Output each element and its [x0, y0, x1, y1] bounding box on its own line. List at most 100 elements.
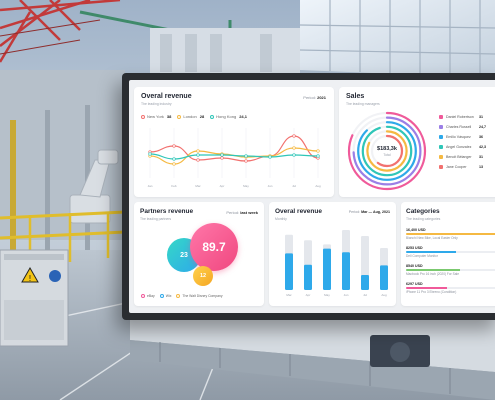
x-tick-label: Jul: [363, 293, 367, 297]
legend-item-ebay[interactable]: eBay: [141, 294, 155, 298]
bar-value[interactable]: [342, 252, 350, 290]
category-progress-bar: [406, 233, 495, 235]
radial-arc[interactable]: [347, 111, 427, 191]
line-point[interactable]: [244, 154, 248, 158]
monthly-revenue-card: Overal revenue Monthly Period: Mar — Aug…: [269, 202, 396, 306]
line-series-hong-kong: [149, 153, 319, 160]
partners-revenue-card: Partners revenue The leading partners Pe…: [134, 202, 264, 306]
period-label: Period:: [226, 210, 240, 215]
period-value: 2021: [317, 95, 326, 100]
sales-manager-name: Jane Cooper: [446, 165, 467, 169]
line-point[interactable]: [244, 159, 248, 163]
sales-radial-chart: [347, 111, 427, 191]
line-point[interactable]: [292, 134, 296, 138]
line-point[interactable]: [172, 162, 176, 166]
radial-arc[interactable]: [361, 125, 413, 177]
bar-value[interactable]: [304, 264, 312, 290]
overall-revenue-period[interactable]: Period: 2021: [303, 95, 326, 100]
legend-item-london[interactable]: London 28: [177, 114, 204, 119]
line-point[interactable]: [316, 154, 320, 158]
x-tick-label: May: [324, 293, 330, 297]
radial-arc[interactable]: [366, 130, 408, 172]
bar-value[interactable]: [323, 248, 331, 290]
radial-arc[interactable]: [370, 134, 404, 168]
sales-manager-name: Benoit Bélanger: [446, 155, 472, 159]
legend-label: Wix: [165, 294, 172, 298]
line-point[interactable]: [172, 144, 176, 148]
categories-card: Categories The leading categories 16,400…: [401, 202, 495, 306]
line-point[interactable]: [292, 146, 296, 150]
legend-item-new-york[interactable]: New York 38: [141, 114, 171, 119]
legend-label: Hong Kong: [216, 114, 237, 119]
sales-manager-value: 31: [479, 115, 483, 119]
legend-dot: [141, 114, 145, 119]
x-tick-label: Aug: [315, 184, 321, 188]
x-tick-label: Jan: [147, 184, 153, 188]
x-tick-label: May: [243, 184, 249, 188]
bar-value[interactable]: [380, 265, 388, 290]
x-tick-label: Jun: [343, 293, 349, 297]
line-point[interactable]: [220, 153, 224, 157]
legend-item-hong-kong[interactable]: Hong Kong 24,1: [210, 114, 247, 119]
legend-label: eBay: [147, 294, 155, 298]
legend-label: London: [183, 114, 197, 119]
line-point[interactable]: [268, 155, 272, 159]
line-point[interactable]: [196, 153, 200, 157]
radial-arc[interactable]: [352, 116, 422, 186]
category-item[interactable]: 8540 USD Macbook Pro 16 inch (2020) For S…: [406, 264, 495, 276]
legend-dot: [159, 294, 164, 298]
partners-legend: eBay Wix The Walt Disney Company: [141, 294, 223, 298]
category-progress-fill: [406, 251, 456, 253]
legend-label: The Walt Disney Company: [182, 294, 223, 298]
period-label: Period:: [348, 210, 361, 214]
overall-revenue-line-chart: [148, 128, 320, 178]
overall-revenue-subtitle: The leading industry: [141, 102, 172, 106]
x-tick-label: Mar: [286, 293, 292, 297]
sales-manager-name: Daniel Robertson: [446, 115, 474, 119]
partners-revenue-period[interactable]: Period: last week: [226, 210, 258, 215]
sales-list-item[interactable]: Charles Russell 24,7: [439, 125, 486, 129]
sales-subtitle: The leading managers: [346, 102, 380, 106]
line-point[interactable]: [196, 158, 200, 162]
sales-manager-value: 24,7: [479, 125, 486, 129]
sales-manager-name: Charles Russell: [446, 125, 472, 129]
category-item[interactable]: 16,400 USD Bianchi New Bike, Local Easter…: [406, 228, 495, 240]
category-name: Bianchi New Bike, Local Easter Only: [406, 235, 458, 240]
legend-item-disney[interactable]: The Walt Disney Company: [176, 294, 223, 298]
category-value: 8253 USD: [406, 246, 423, 250]
legend-dot: [141, 294, 145, 298]
overall-revenue-legend: New York 38 London 28 Hong Kong 24,1: [141, 114, 247, 119]
bar-value[interactable]: [361, 275, 369, 290]
sales-color-swatch: [439, 155, 443, 159]
monthly-revenue-period[interactable]: Period: Mar — Aug, 2021: [349, 210, 390, 214]
bubble-yellow: 12: [193, 266, 213, 286]
bar-value[interactable]: [285, 253, 293, 290]
sales-list-item[interactable]: Angel Gonzalez 42,3: [439, 145, 486, 149]
sales-list-item[interactable]: Benoit Bélanger 31: [439, 155, 483, 159]
overall-revenue-card: Overal revenue The leading industry Peri…: [134, 87, 334, 197]
category-name: iPhone 11 Pro 3 Ebreno (Condition): [406, 289, 457, 294]
legend-item-wix[interactable]: Wix: [159, 294, 172, 298]
svg-text:!: !: [28, 274, 31, 283]
sales-list-item[interactable]: Emilio Vásquez 36: [439, 135, 483, 139]
line-point[interactable]: [172, 157, 176, 161]
bubble-pink: 89.7: [190, 223, 238, 271]
category-item[interactable]: 8253 USD Dell Computer Monitor: [406, 246, 495, 258]
period-value: last week: [240, 210, 258, 215]
radial-arc[interactable]: [357, 121, 417, 181]
category-value: 8540 USD: [406, 264, 423, 268]
line-point[interactable]: [220, 156, 224, 160]
legend-dot: [177, 114, 182, 119]
line-point[interactable]: [148, 152, 152, 156]
legend-dot: [176, 294, 181, 298]
sales-list-item[interactable]: Jane Cooper 13: [439, 165, 483, 169]
line-point[interactable]: [316, 149, 320, 153]
sales-manager-value: 13: [479, 165, 483, 169]
category-item[interactable]: 6297 USD iPhone 11 Pro 3 Ebreno (Conditio…: [406, 282, 495, 294]
category-name: Dell Computer Monitor: [406, 253, 438, 258]
line-point[interactable]: [196, 149, 200, 153]
category-progress-bar: [406, 287, 495, 289]
sales-list-item[interactable]: Daniel Robertson 31: [439, 115, 483, 119]
line-point[interactable]: [292, 153, 296, 157]
partners-revenue-subtitle: The leading partners: [140, 217, 172, 221]
